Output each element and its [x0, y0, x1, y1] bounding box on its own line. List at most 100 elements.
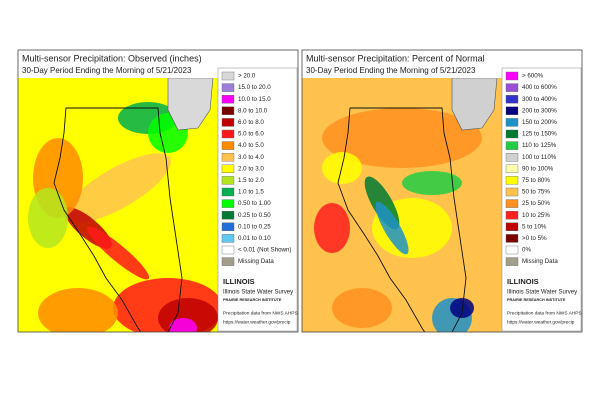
legend-swatch — [505, 129, 519, 139]
legend-label: Missing Data — [238, 258, 274, 265]
legend-swatch — [505, 95, 519, 104]
map — [18, 78, 218, 332]
legend-swatch — [505, 83, 519, 92]
legend-label: 0% — [522, 247, 531, 254]
legend-label: 200 to 300% — [522, 107, 557, 114]
legend-label: 4.0 to 5.0 — [238, 142, 264, 149]
legend-label: < 0.01 (Not Shown) — [238, 247, 291, 254]
subtitle: 30-Day Period Ending the Morning of 5/21… — [22, 66, 192, 75]
legend-swatch — [221, 152, 235, 162]
logo: ILLINOIS — [507, 277, 539, 286]
legend-swatch — [221, 222, 235, 232]
lake-michigan — [167, 78, 214, 131]
legend-swatch — [221, 129, 235, 139]
legend-swatch — [221, 245, 235, 255]
legend-label: 400 to 600% — [522, 84, 557, 91]
legend-swatch — [505, 210, 519, 220]
legend-swatch — [505, 257, 519, 266]
precip-area — [86, 226, 150, 280]
panel: Multi-sensor Precipitation: Percent of N… — [301, 49, 583, 333]
credit: Precipitation data from NWS AHPS — [223, 310, 298, 316]
panel-border — [17, 49, 299, 333]
precip-area — [375, 201, 409, 255]
state-outline — [53, 107, 183, 332]
precip-area — [314, 203, 350, 253]
panel: Multi-sensor Precipitation: Observed (in… — [17, 49, 299, 333]
legend-label: 0.01 to 0.10 — [238, 235, 271, 242]
legend-label: 90 to 100% — [522, 165, 554, 172]
precip-area — [65, 153, 171, 223]
legend-swatch — [505, 71, 519, 81]
credit: Precipitation data from NWS AHPS — [507, 310, 582, 316]
agency: Illinois State Water Survey — [507, 290, 577, 296]
legend-swatch — [505, 222, 519, 232]
legend-swatch — [221, 187, 235, 197]
precip-area — [38, 288, 118, 332]
legend-label: 25 to 50% — [522, 200, 550, 207]
state-outline — [337, 107, 467, 332]
legend-label: 10.0 to 15.0 — [238, 96, 271, 103]
legend-label: 150 to 200% — [522, 119, 557, 126]
subtitle: 30-Day Period Ending the Morning of 5/21… — [306, 66, 476, 75]
legend-swatch — [221, 210, 235, 220]
legend-label: 125 to 150% — [522, 131, 557, 138]
lake-michigan — [451, 78, 498, 131]
legend-label: 0.25 to 0.50 — [238, 212, 271, 219]
legend-label: 3.0 to 4.0 — [238, 154, 264, 161]
legend-swatch — [221, 234, 235, 243]
legend-label: 6.0 to 8.0 — [238, 119, 264, 126]
legend-label: 0.10 to 0.25 — [238, 223, 271, 230]
logo: ILLINOIS — [223, 277, 255, 286]
legend-swatch — [221, 83, 235, 92]
legend-label: 0.50 to 1.00 — [238, 200, 271, 207]
legend-label: 300 to 400% — [522, 96, 557, 103]
legend-label: > 600% — [522, 73, 544, 80]
institute: PRAIRIE RESEARCH INSTITUTE — [223, 298, 282, 302]
legend-label: 8.0 to 10.0 — [238, 107, 268, 114]
legend-label: 5.0 to 6.0 — [238, 131, 264, 138]
precip-area — [402, 171, 462, 195]
legend-swatch — [505, 234, 519, 243]
url: https://water.weather.gov/precip — [507, 319, 575, 325]
legend-label: 5 to 10% — [522, 223, 547, 230]
legend-swatch — [505, 199, 519, 208]
legend-label: 100 to 110% — [522, 154, 557, 161]
legend-swatch — [221, 176, 235, 185]
legend-swatch — [221, 95, 235, 104]
legend-label: 1.0 to 1.5 — [238, 189, 264, 196]
legend-swatch — [505, 187, 519, 197]
legend-swatch — [221, 141, 235, 150]
legend-swatch — [221, 199, 235, 208]
legend-swatch — [505, 245, 519, 255]
legend-swatch — [505, 118, 519, 127]
precip-area — [169, 318, 197, 332]
legend-label: Missing Data — [522, 258, 558, 265]
precip-area — [450, 298, 474, 318]
legend-label: 15.0 to 20.0 — [238, 84, 271, 91]
legend-label: 110 to 125% — [522, 142, 557, 149]
legend-swatch — [505, 176, 519, 185]
url: https://water.weather.gov/precip — [223, 319, 291, 325]
institute: PRAIRIE RESEARCH INSTITUTE — [507, 298, 566, 302]
agency: Illinois State Water Survey — [223, 290, 293, 296]
legend-swatch — [221, 257, 235, 266]
precip-area — [322, 108, 482, 168]
legend-label: 75 to 80% — [522, 177, 550, 184]
legend-label: > 20.0 — [238, 73, 256, 80]
title: Multi-sensor Precipitation: Observed (in… — [22, 53, 202, 63]
legend-swatch — [505, 164, 519, 174]
precip-area — [28, 188, 68, 248]
panel-border — [301, 49, 583, 333]
legend-swatch — [221, 118, 235, 127]
map — [302, 78, 502, 332]
legend-label: 1.5 to 2.0 — [238, 177, 264, 184]
legend-swatch — [505, 141, 519, 150]
legend-label: 10 to 25% — [522, 212, 550, 219]
precip-area — [332, 288, 392, 328]
legend-swatch — [221, 106, 235, 115]
legend-label: 50 to 75% — [522, 189, 550, 196]
legend-swatch — [221, 71, 235, 81]
legend-label: 2.0 to 3.0 — [238, 165, 264, 172]
legend-label: >0 to 5% — [522, 235, 547, 242]
